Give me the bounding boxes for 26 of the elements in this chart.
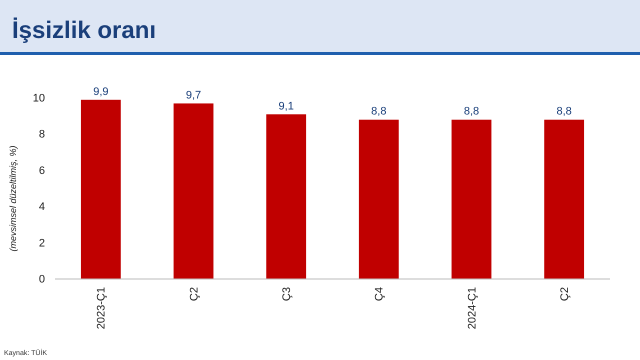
y-tick-label: 2 [38,237,45,250]
bar [80,100,121,279]
data-label: 8,8 [556,106,572,118]
x-tick-label: Ç3 [281,287,294,302]
y-tick-label: 10 [32,92,45,105]
data-label: 8,8 [371,106,386,118]
y-tick-label: 4 [38,201,45,214]
data-label: 9,1 [278,100,294,112]
y-axis-title: (mevsimsel düzeltilmiş, %) [8,145,18,252]
y-tick-label: 6 [38,164,45,177]
y-tick-label: 8 [38,128,45,141]
bar [358,120,399,279]
chart-title: İşsizlik oranı [12,17,156,44]
bar [544,120,584,279]
x-tick-label: 2023-Ç1 [96,287,108,330]
data-label: 8,8 [464,106,480,118]
bar [266,114,306,279]
bar [174,103,214,279]
x-tick-label: Ç2 [558,287,571,302]
x-tick-label: Ç4 [374,287,386,302]
x-tick-label: Ç2 [188,287,200,302]
bar [452,120,492,279]
x-tick-label: 2024-Ç1 [466,287,478,330]
data-label: 9,7 [186,89,202,102]
y-tick-label: 0 [38,274,45,286]
data-label: 9,9 [93,86,109,98]
